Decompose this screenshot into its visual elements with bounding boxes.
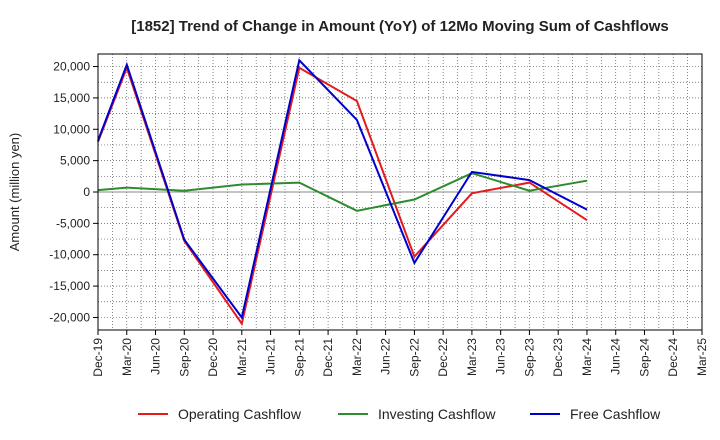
- x-tick-label: Sep-24: [637, 338, 651, 377]
- series-lines: [97, 58, 588, 327]
- x-tick-label: Mar-22: [350, 338, 364, 376]
- x-tick-label: Jun-23: [494, 338, 508, 375]
- x-tick-label: Dec-20: [206, 338, 220, 377]
- legend: Operating Cashflow Investing Cashflow Free…: [138, 406, 661, 422]
- x-tick-label: Mar-25: [695, 338, 709, 376]
- plot-frame: [97, 53, 703, 331]
- x-tick-label: Dec-24: [666, 338, 680, 377]
- legend-label-investing-cashflow: Investing Cashflow: [378, 406, 496, 422]
- x-tick-label: Sep-21: [292, 338, 306, 377]
- y-tick-label: -10,000: [49, 248, 90, 262]
- x-tick-label: Dec-22: [436, 338, 450, 377]
- x-tick-label: Jun-24: [609, 338, 623, 375]
- x-tick-label: Dec-21: [321, 338, 335, 377]
- y-axis-label: Amount (million yen): [7, 133, 22, 252]
- chart-title: [1852] Trend of Change in Amount (YoY) o…: [131, 18, 669, 35]
- legend-label-free-cashflow: Free Cashflow: [570, 406, 661, 422]
- x-tick-label: Dec-23: [551, 338, 565, 377]
- free-cashflow-line: [97, 58, 588, 320]
- x-tick-label: Dec-19: [91, 338, 105, 377]
- x-tick-label: Mar-24: [580, 338, 594, 376]
- y-axis-ticks: 20,000 15,000 10,000 5,000 0 -5,000 -10,000 -15…: [49, 60, 98, 324]
- y-tick-label: 15,000: [53, 91, 90, 105]
- x-tick-label: Mar-23: [465, 338, 479, 376]
- investing-cashflow-line: [97, 172, 588, 212]
- y-tick-label: 5,000: [60, 154, 90, 168]
- y-tick-label: 20,000: [53, 60, 90, 74]
- x-tick-label: Jun-20: [149, 338, 163, 375]
- y-tick-label: -15,000: [49, 279, 90, 293]
- x-axis-ticks: Dec-19 Mar-20 Jun-20 Sep-20 Dec-20 Mar-21 Jun-…: [91, 330, 709, 377]
- y-tick-label: -20,000: [49, 310, 90, 324]
- x-tick-label: Mar-21: [235, 338, 249, 376]
- x-tick-label: Jun-21: [264, 338, 278, 375]
- x-tick-label: Sep-20: [177, 338, 191, 377]
- legend-label-operating-cashflow: Operating Cashflow: [178, 406, 302, 422]
- x-tick-label: Sep-23: [522, 338, 536, 377]
- x-tick-label: Jun-22: [379, 338, 393, 375]
- x-tick-label: Mar-20: [120, 338, 134, 376]
- y-tick-label: 0: [83, 185, 90, 199]
- y-tick-label: 10,000: [53, 122, 90, 136]
- y-tick-label: -5,000: [56, 216, 90, 230]
- x-tick-label: Sep-22: [407, 338, 421, 377]
